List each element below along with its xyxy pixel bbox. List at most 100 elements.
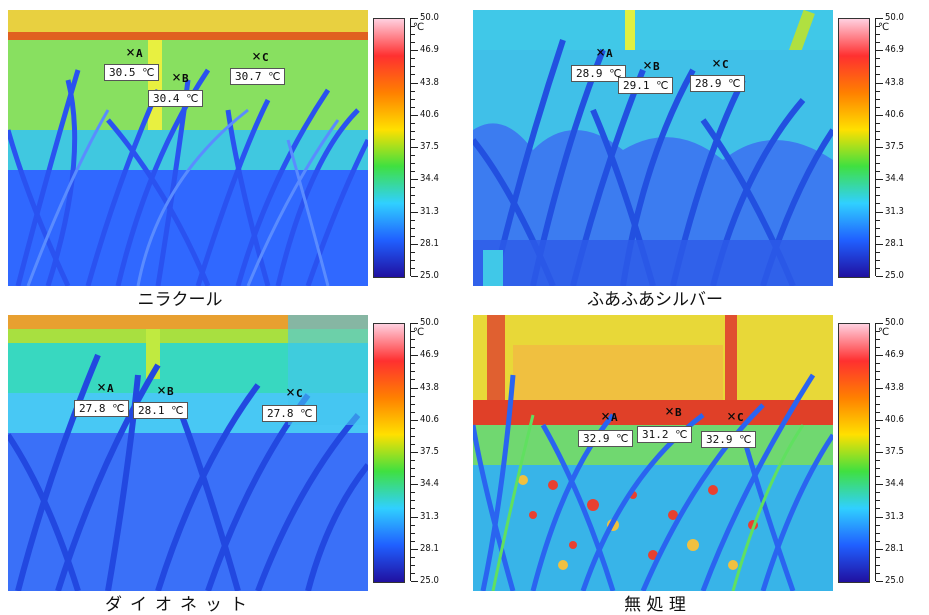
scale-tick-mark bbox=[411, 500, 415, 502]
scale-tick-mark bbox=[876, 331, 880, 333]
scale-tick-mark bbox=[411, 331, 415, 333]
scale-tick-label: 43.8 bbox=[420, 381, 439, 393]
thermal-panel-nira-cool: ×A 30.5 ℃ ×B 30.4 ℃ ×C 30.7 ℃ 50.0 46.9 43… bbox=[0, 0, 465, 310]
scale-tick-mark bbox=[876, 564, 880, 566]
marker-b: ×B bbox=[643, 56, 660, 74]
temperature-label-a: 27.8 ℃ bbox=[74, 400, 130, 417]
scale-tick-label: 25.0 bbox=[420, 575, 439, 586]
scale-tick-mark bbox=[411, 219, 415, 221]
temperature-label-b: 30.4 ℃ bbox=[148, 90, 204, 107]
scale-tick-mark bbox=[411, 98, 415, 100]
scale-tick-mark bbox=[876, 90, 880, 92]
scale-tick-mark bbox=[411, 403, 415, 405]
scale-tick-mark bbox=[411, 122, 415, 124]
scale-tick-mark bbox=[876, 187, 880, 189]
scale-tick-mark bbox=[411, 339, 415, 341]
scale-tick-mark bbox=[411, 476, 415, 478]
scale-tick-mark bbox=[411, 42, 415, 44]
scale-tick-mark bbox=[876, 355, 883, 357]
scale-tick-mark bbox=[411, 138, 415, 140]
scale-tick-mark bbox=[876, 106, 880, 108]
scale-tick-label: 50.0 bbox=[885, 317, 904, 328]
scale-tick-mark bbox=[411, 379, 415, 381]
scale-tick-mark bbox=[876, 411, 880, 413]
scale-tick-mark bbox=[876, 395, 880, 397]
scale-tick-mark bbox=[411, 235, 415, 237]
scale-unit-label: ℃ bbox=[878, 327, 890, 338]
scale-tick-mark bbox=[411, 66, 415, 68]
scale-tick-mark bbox=[876, 572, 880, 574]
thermal-image bbox=[473, 315, 833, 591]
marker-a: ×A bbox=[126, 43, 143, 61]
scale-tick-mark bbox=[411, 259, 415, 261]
scale-tick-mark bbox=[411, 508, 415, 510]
scale-tick-mark bbox=[411, 484, 418, 486]
scale-tick-mark bbox=[411, 581, 418, 582]
temperature-label-c: 32.9 ℃ bbox=[701, 431, 757, 448]
scale-tick-mark bbox=[411, 323, 418, 324]
scale-tick-label: 34.4 bbox=[885, 173, 904, 185]
scale-tick-mark bbox=[876, 581, 883, 582]
scale-tick-mark bbox=[876, 276, 883, 277]
scale-tick-mark bbox=[876, 371, 880, 373]
scale-tick-label: 50.0 bbox=[885, 12, 904, 23]
scale-tick-mark bbox=[876, 179, 883, 181]
scale-tick-label: 50.0 bbox=[420, 12, 439, 23]
scale-tick-mark bbox=[411, 243, 418, 245]
scale-tick-label: 34.4 bbox=[885, 478, 904, 490]
thermal-image bbox=[8, 315, 368, 591]
scale-tick-mark bbox=[876, 147, 883, 148]
scale-tick-mark bbox=[411, 106, 415, 108]
scale-tick-mark bbox=[876, 347, 880, 349]
scale-tick-mark bbox=[876, 227, 880, 229]
scale-tick-mark bbox=[876, 516, 883, 518]
scale-tick-mark bbox=[411, 26, 415, 28]
scale-tick-label: 31.3 bbox=[420, 205, 439, 217]
scale-tick-mark bbox=[876, 427, 880, 429]
marker-a: ×A bbox=[601, 407, 618, 425]
scale-tick-mark bbox=[876, 171, 880, 173]
scale-tick-mark bbox=[876, 435, 880, 437]
scale-tick-mark bbox=[411, 267, 415, 269]
scale-tick-mark bbox=[411, 179, 418, 181]
scale-tick-mark bbox=[876, 387, 883, 389]
color-scale-ticks bbox=[875, 18, 884, 277]
scale-tick-label: 37.5 bbox=[885, 141, 904, 152]
scale-tick-mark bbox=[876, 468, 880, 470]
scale-tick-mark bbox=[876, 34, 880, 36]
scale-tick-mark bbox=[876, 452, 883, 453]
scale-tick-mark bbox=[411, 114, 418, 116]
temperature-label-a: 30.5 ℃ bbox=[104, 64, 160, 81]
scale-tick-mark bbox=[411, 492, 415, 494]
panel-caption: ニラクール bbox=[137, 290, 223, 310]
scale-tick-label: 43.8 bbox=[420, 76, 439, 88]
scale-tick-mark bbox=[876, 492, 880, 494]
marker-b: ×B bbox=[172, 68, 189, 86]
temperature-label-c: 30.7 ℃ bbox=[230, 68, 286, 85]
panel-caption: ダイオネット bbox=[105, 595, 255, 615]
scale-tick-mark bbox=[876, 419, 883, 421]
scale-tick-mark bbox=[411, 74, 415, 76]
scale-tick-mark bbox=[876, 122, 880, 124]
thermal-image bbox=[8, 10, 368, 286]
color-scale-bar bbox=[838, 323, 870, 583]
scale-tick-label: 25.0 bbox=[885, 270, 904, 281]
scale-tick-mark bbox=[876, 363, 880, 365]
scale-tick-mark bbox=[876, 379, 880, 381]
scale-unit-label: ℃ bbox=[413, 22, 425, 33]
scale-tick-mark bbox=[411, 395, 415, 397]
scale-tick-mark bbox=[411, 540, 415, 542]
scale-tick-mark bbox=[876, 235, 880, 237]
scale-unit-label: ℃ bbox=[413, 327, 425, 338]
scale-tick-mark bbox=[876, 484, 883, 486]
scale-tick-mark bbox=[876, 243, 883, 245]
scale-tick-mark bbox=[411, 387, 418, 389]
scale-tick-mark bbox=[411, 163, 415, 165]
temperature-label-b: 31.2 ℃ bbox=[637, 426, 693, 443]
scale-tick-label: 37.5 bbox=[420, 141, 439, 152]
color-scale-labels: 50.0 46.9 43.8 40.6 37.5 34.4 31.3 28.1 25.0 bbox=[420, 317, 464, 589]
scale-tick-mark bbox=[411, 468, 415, 470]
scale-tick-label: 43.8 bbox=[885, 381, 904, 393]
marker-a: ×A bbox=[596, 43, 613, 61]
scale-tick-mark bbox=[411, 211, 418, 213]
